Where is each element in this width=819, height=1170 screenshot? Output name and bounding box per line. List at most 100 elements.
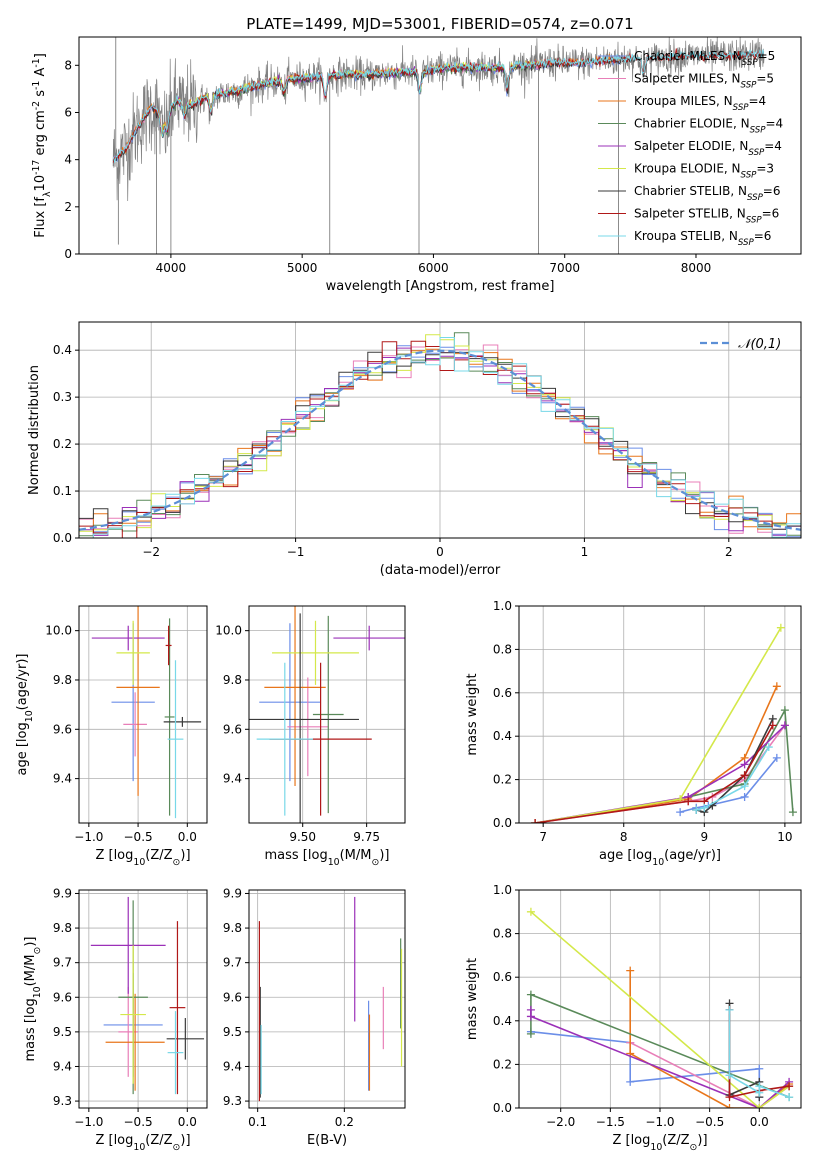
weight-line: [728, 1003, 761, 1098]
weight-marker: [526, 990, 535, 999]
y-tick-label: 9.3: [53, 1094, 72, 1108]
y-tick-label: 0.4: [53, 343, 72, 357]
y-tick-label: 0.0: [53, 531, 72, 545]
errorbar-chabrier-stelib: [166, 1018, 205, 1060]
spectrum-legend: Chabrier MILES, NSSP=5 Salpeter MILES, NS…: [598, 49, 783, 248]
x-tick-label: 10: [777, 830, 792, 844]
legend-entry: Kroupa STELIB, NSSP=6: [634, 229, 771, 248]
errorbar-salpeter-miles: [287, 677, 329, 777]
errorbar-salpeter-miles: [123, 692, 147, 757]
x-tick-label: −1: [287, 545, 305, 559]
y-tick-label: 9.4: [53, 1059, 72, 1073]
y-tick-label: 9.3: [223, 1094, 242, 1108]
weight-marker: [776, 623, 785, 632]
y-tick-label: 0: [64, 247, 72, 261]
y-axis-label: age [log10(age/yr)]: [15, 654, 35, 776]
x-tick-label: 5000: [287, 261, 318, 275]
x-tick-label: −2.0: [546, 1115, 575, 1129]
spectrum-model-kroupa-stelib: [112, 49, 765, 163]
y-tick-label: 4: [64, 153, 72, 167]
plot-area: [79, 332, 801, 538]
weight-marker: [740, 760, 749, 769]
weight-marker: [684, 797, 693, 806]
y-tick-label: 0.4: [493, 729, 512, 743]
weight-marker: [785, 1082, 794, 1091]
y-axis-label: Flux [fλ10-17 erg cm-2 s-1 A-1]: [31, 53, 53, 238]
errorbar-kroupa-miles: [116, 606, 160, 796]
x-axis-label: age [log10(age/yr)]: [599, 848, 721, 868]
axes-frame: [78, 889, 208, 1109]
weight-marker: [772, 753, 781, 762]
x-tick-label: −1.0: [74, 1115, 103, 1129]
y-axis-label: mass weight: [465, 673, 480, 755]
figure-title: PLATE=1499, MJD=53001, FIBERID=0574, z=0…: [246, 15, 633, 33]
legend-entry: Chabrier STELIB, NSSP=6: [634, 184, 781, 203]
y-tick-label: 0.1: [53, 484, 72, 498]
errorbar-salpeter-elodie: [90, 896, 166, 994]
plot-area: [258, 896, 403, 1102]
legend-entry: Salpeter STELIB, NSSP=6: [634, 207, 779, 226]
x-tick-label: 0.0: [750, 1115, 769, 1129]
weight-line: [688, 707, 794, 813]
legend-entry: Chabrier MILES, NSSP=5: [634, 49, 775, 68]
weight-marker: [780, 706, 789, 715]
y-tick-label: 10.0: [45, 624, 72, 638]
chart-weight_vs_Z: −2.0 −1.5 −1.0 −0.5 0.0 0.0 0.2 0.4 0.6 0.8 1.0 Z […: [465, 883, 802, 1153]
weight-line: [534, 724, 786, 823]
weight-marker: [676, 808, 685, 817]
chart-spectrum: 4000 5000 6000 7000 8000 0 2 4 6 8 wavelength [Ang…: [31, 36, 802, 294]
y-tick-label: 2: [64, 200, 72, 214]
y-tick-label: 0.2: [493, 1057, 512, 1071]
y-tick-label: 9.7: [223, 956, 242, 970]
y-tick-label: 6: [64, 105, 72, 119]
legend-entry: 𝒩(0,1): [738, 337, 781, 352]
plot-area: [90, 896, 205, 1095]
x-tick-label: 9.75: [353, 830, 380, 844]
weight-marker: [626, 1077, 635, 1086]
errorbar-salpeter-stelib: [165, 625, 172, 666]
y-tick-label: 10.0: [215, 624, 242, 638]
weight-line: [696, 746, 770, 811]
y-axis-label: Normed distribution: [27, 365, 42, 495]
errorbar-kroupa-stelib: [256, 662, 313, 816]
errorbar-kroupa-elodie: [116, 620, 150, 685]
plot-area: [526, 907, 794, 1108]
y-tick-label: 9.9: [53, 886, 72, 900]
axes-frame: [518, 605, 802, 824]
x-tick-label: −1.0: [74, 830, 103, 844]
x-axis-label: Z [log10(Z/Z⊙)]: [612, 1133, 707, 1153]
x-tick-label: 9: [700, 830, 708, 844]
errorbar-kroupa-stelib: [167, 660, 184, 819]
y-tick-label: 9.4: [223, 1059, 242, 1073]
x-axis-label: E(B-V): [307, 1133, 347, 1148]
errorbar-kroupa-elodie: [272, 620, 359, 685]
y-tick-label: 8: [64, 58, 72, 72]
legend-entry: Kroupa ELODIE, NSSP=3: [634, 162, 774, 181]
weight-marker: [700, 803, 709, 812]
x-tick-label: 7: [539, 830, 547, 844]
y-tick-label: 9.8: [53, 673, 72, 687]
legend-entry: Chabrier ELODIE, NSSP=4: [634, 117, 783, 136]
weight-marker: [740, 792, 749, 801]
y-axis-label: mass weight: [465, 958, 480, 1040]
chart-residuals: −2 −1 0 1 2 0.0 0.1 0.2 0.3 0.4 (data-model)/error…: [27, 321, 802, 578]
x-tick-label: 1: [581, 545, 589, 559]
y-tick-label: 1.0: [493, 599, 512, 613]
errorbar-kroupa-miles: [105, 993, 165, 1091]
y-tick-label: 0.0: [493, 1101, 512, 1115]
x-tick-label: 0.2: [335, 1115, 354, 1129]
weight-marker: [531, 819, 540, 823]
weight-marker: [755, 1104, 764, 1108]
x-tick-label: −0.5: [695, 1115, 724, 1129]
axes-frame: [248, 889, 406, 1109]
axes-frame: [78, 605, 208, 824]
x-tick-label: 7000: [549, 261, 580, 275]
weight-marker: [526, 1029, 535, 1038]
y-tick-label: 9.9: [223, 886, 242, 900]
x-tick-label: −0.5: [124, 1115, 153, 1129]
weight-marker: [788, 808, 797, 817]
y-axis-label: mass [log10(M/M⊙)]: [23, 937, 43, 1062]
errorbar-kroupa-elodie: [120, 945, 146, 1084]
x-axis-label: wavelength [Angstrom, rest frame]: [326, 279, 555, 294]
